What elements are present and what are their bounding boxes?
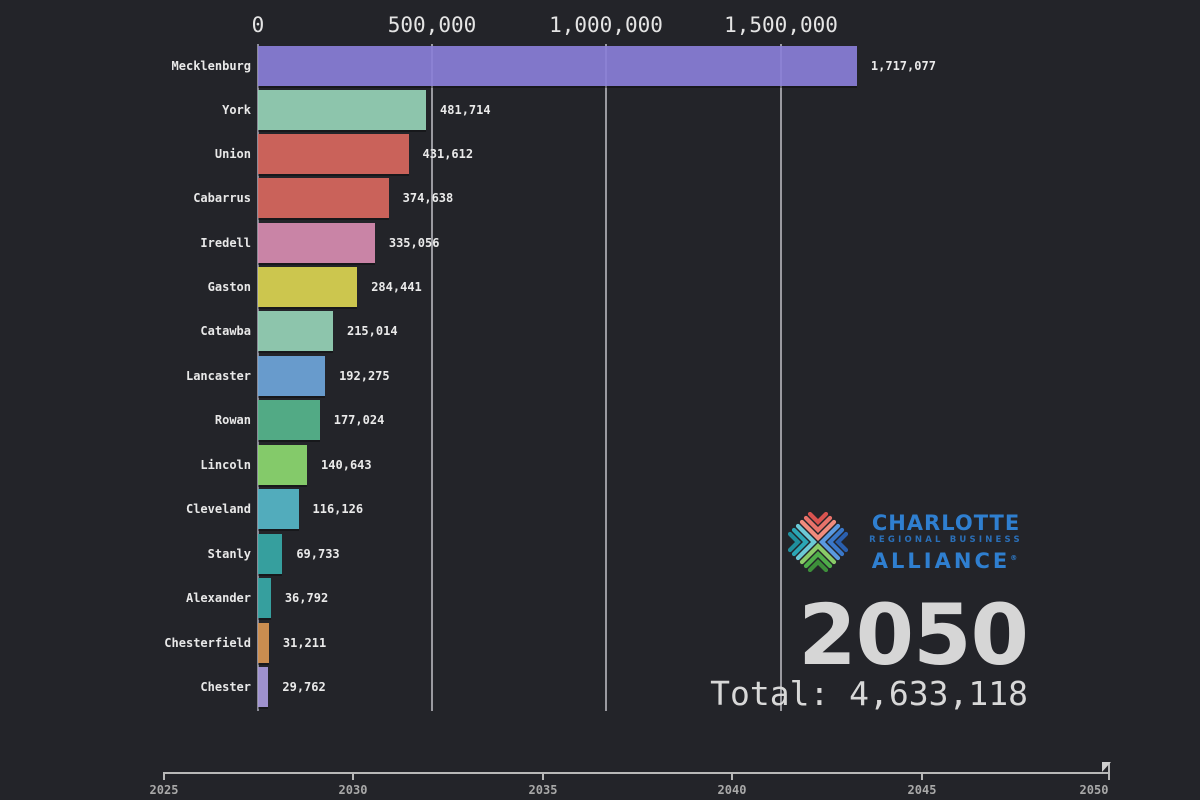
bar-row: Chesterfield 31,211	[0, 623, 1200, 663]
gridline-500000	[431, 44, 433, 711]
gridline-1000000	[605, 44, 607, 711]
timeline-label: 2050	[1079, 783, 1109, 797]
value-label: 177,024	[333, 413, 385, 427]
bar	[258, 667, 269, 707]
current-year: 2050	[798, 586, 1029, 684]
bar	[258, 356, 326, 396]
county-label: Lancaster	[185, 369, 251, 383]
county-label: York	[222, 103, 251, 117]
x-axis-tick-label: 500,000	[387, 13, 477, 37]
county-label: Lincoln	[200, 458, 251, 472]
county-label: Stanly	[207, 547, 251, 561]
value-label: 431,612	[422, 147, 474, 161]
bar	[258, 178, 389, 218]
bar-row: Cabarrus 374,638	[0, 178, 1200, 218]
county-label: Iredell	[200, 236, 251, 250]
value-label: 284,441	[371, 280, 422, 294]
bar-row: Iredell 335,056	[0, 223, 1200, 263]
county-label: Alexander	[185, 591, 251, 605]
county-label: Rowan	[214, 413, 251, 427]
timeline-label: 2030	[338, 783, 368, 797]
timeline-tick	[731, 772, 733, 780]
logo-line-charlotte: CHARLOTTE	[871, 511, 1021, 535]
bar	[258, 578, 271, 618]
timeline-tick	[921, 772, 923, 780]
value-label: 335,056	[388, 236, 440, 250]
logo-alliance-text: ALLIANCE	[871, 549, 1011, 573]
value-label: 1,717,077	[870, 59, 936, 73]
timeline-label: 2040	[717, 783, 747, 797]
county-label: Cleveland	[185, 502, 251, 516]
x-axis-tick-label: 1,000,000	[549, 13, 663, 37]
bar	[258, 267, 358, 307]
timeline-label: 2025	[149, 783, 179, 797]
x-axis-tick-label: 1,500,000	[724, 13, 838, 37]
timeline-label: 2045	[907, 783, 937, 797]
x-axis-tick-label: 0	[251, 13, 265, 37]
county-label: Chesterfield	[164, 636, 251, 650]
value-label: 116,126	[312, 502, 364, 516]
bar	[258, 445, 308, 485]
bar	[258, 489, 299, 529]
value-label: 192,275	[339, 369, 390, 383]
county-label: Catawba	[200, 324, 251, 338]
county-label: Mecklenburg	[171, 59, 251, 73]
value-label: 215,014	[346, 324, 398, 338]
value-label: 374,638	[402, 191, 454, 205]
bar	[258, 46, 857, 86]
logo-line-regional-business: REGIONAL BUSINESS	[869, 535, 1023, 545]
bar-row: Gaston 284,441	[0, 267, 1200, 307]
timeline-label: 2035	[528, 783, 558, 797]
charlotte-regional-business-alliance-logo: CHARLOTTE REGIONAL BUSINESS ALLIANCE®	[788, 512, 1038, 574]
bar	[258, 311, 333, 351]
bar-row: Mecklenburg 1,717,077	[0, 46, 1200, 86]
logo-line-alliance: ALLIANCE®	[854, 546, 1038, 573]
registered-mark: ®	[1010, 554, 1021, 562]
bar-row: Lancaster 192,275	[0, 356, 1200, 396]
bar	[258, 223, 375, 263]
bar-row: York 481,714	[0, 90, 1200, 130]
timeline-flag-icon[interactable]	[1102, 762, 1111, 772]
value-label: 69,733	[296, 547, 340, 561]
county-label: Gaston	[207, 280, 251, 294]
bar-row: Catawba 215,014	[0, 311, 1200, 351]
bar	[258, 623, 269, 663]
bar-row: Chester 29,762	[0, 667, 1200, 707]
total-population: Total: 4,633,118	[710, 674, 1028, 713]
bar-row: Alexander 36,792	[0, 578, 1200, 618]
timeline-tick	[352, 772, 354, 780]
bar-row: Lincoln 140,643	[0, 445, 1200, 485]
value-label: 36,792	[284, 591, 329, 605]
bar	[258, 534, 283, 574]
county-label: Chester	[200, 680, 251, 694]
bar-row: Cleveland 116,126	[0, 489, 1200, 529]
bar	[258, 400, 320, 440]
logo-wordmark: CHARLOTTE REGIONAL BUSINESS ALLIANCE®	[854, 512, 1038, 573]
bar-row: Rowan 177,024	[0, 400, 1200, 440]
county-label: Union	[214, 147, 251, 161]
value-label: 31,211	[282, 636, 327, 650]
gridline-1500000	[780, 44, 782, 711]
bar-row: Stanly 69,733	[0, 534, 1200, 574]
bar-row: Union 431,612	[0, 134, 1200, 174]
bar	[258, 90, 427, 130]
value-label: 140,643	[321, 458, 372, 472]
county-label: Cabarrus	[193, 191, 251, 205]
value-label: 29,762	[282, 680, 326, 694]
bar	[258, 134, 409, 174]
timeline-tick	[163, 772, 165, 780]
timeline-tick	[542, 772, 544, 780]
crba-logo-mark-icon	[788, 512, 848, 572]
value-label: 481,714	[440, 103, 491, 117]
timeline-track[interactable]	[163, 772, 1109, 774]
